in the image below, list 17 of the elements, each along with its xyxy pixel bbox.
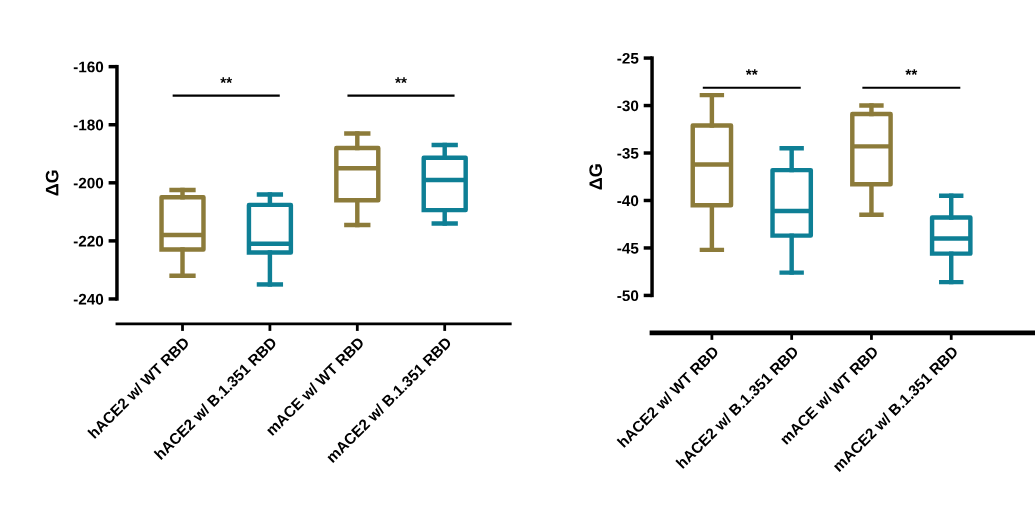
y-tick-label: -25 <box>617 52 639 64</box>
y-tick-label: -160 <box>73 61 104 73</box>
y-tick-label: -240 <box>73 293 104 305</box>
y-tick-label: -200 <box>73 177 104 189</box>
y-tick-label: -30 <box>617 100 639 112</box>
y-axis-title: ΔG <box>589 164 603 190</box>
annotation: ** <box>745 69 758 75</box>
annotation: ** <box>220 77 233 84</box>
y-axis-title: ΔG <box>45 170 59 196</box>
annotation: ** <box>395 77 407 84</box>
y-tick-label: -40 <box>617 195 639 207</box>
y-tick-label: -180 <box>73 119 104 131</box>
y-tick-label: -50 <box>617 290 639 302</box>
y-tick-label: -45 <box>617 242 639 254</box>
annotation: ** <box>905 69 918 75</box>
y-tick-label: -35 <box>617 147 639 159</box>
y-tick-label: -220 <box>73 235 104 247</box>
